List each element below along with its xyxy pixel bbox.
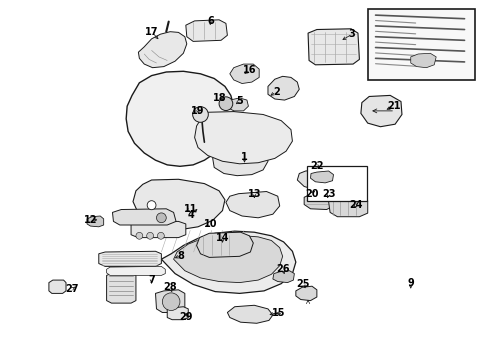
Polygon shape [161,231,295,293]
Polygon shape [138,32,186,68]
Polygon shape [131,221,185,238]
Text: 22: 22 [309,161,323,171]
Polygon shape [106,266,165,275]
Polygon shape [87,216,103,227]
Text: 11: 11 [183,204,197,214]
Bar [306,166,366,201]
Polygon shape [360,95,401,127]
Circle shape [146,232,153,239]
Polygon shape [295,286,316,301]
Text: 21: 21 [386,101,400,111]
Polygon shape [297,169,341,190]
Polygon shape [212,146,267,176]
Polygon shape [185,20,227,41]
Circle shape [157,232,164,239]
Text: 13: 13 [247,189,261,199]
Polygon shape [133,179,224,230]
Text: 24: 24 [348,200,362,210]
Text: 28: 28 [163,282,177,292]
Text: 9: 9 [407,278,413,288]
Text: 2: 2 [272,87,279,97]
Polygon shape [112,209,176,225]
Polygon shape [267,76,299,100]
Circle shape [136,232,142,239]
Circle shape [162,293,180,310]
Text: 20: 20 [305,189,318,199]
Polygon shape [304,193,333,210]
Circle shape [192,107,208,122]
Text: 10: 10 [203,219,217,229]
Polygon shape [99,251,161,266]
Text: 4: 4 [187,210,194,220]
Polygon shape [328,196,367,217]
Text: 8: 8 [177,251,184,261]
Text: 17: 17 [144,27,158,37]
Polygon shape [227,98,248,111]
Text: 7: 7 [148,275,155,285]
Text: 25: 25 [296,279,309,289]
Text: 6: 6 [206,16,213,26]
Polygon shape [196,232,253,257]
Text: 26: 26 [275,264,289,274]
Circle shape [156,213,166,223]
Text: 14: 14 [215,233,229,243]
Text: 18: 18 [213,93,226,103]
Bar [367,9,474,80]
Text: 3: 3 [348,29,355,39]
Polygon shape [229,64,259,84]
Text: 29: 29 [179,312,192,322]
Polygon shape [307,29,359,65]
Text: 27: 27 [65,284,79,294]
Text: 5: 5 [236,96,243,106]
Text: 1: 1 [241,152,247,162]
Polygon shape [225,192,279,218]
Polygon shape [49,280,66,293]
Polygon shape [194,112,292,164]
Text: 15: 15 [271,308,285,318]
Polygon shape [173,235,282,283]
Text: 16: 16 [242,65,256,75]
Polygon shape [310,171,333,183]
Text: 12: 12 [83,215,97,225]
Polygon shape [272,271,294,283]
Polygon shape [155,290,184,312]
Polygon shape [126,71,233,166]
Ellipse shape [147,201,156,210]
Polygon shape [167,307,188,320]
Polygon shape [106,273,136,303]
Text: 19: 19 [191,106,204,116]
Polygon shape [227,305,272,323]
Text: 23: 23 [321,189,335,199]
Circle shape [219,97,232,111]
Polygon shape [410,53,435,68]
